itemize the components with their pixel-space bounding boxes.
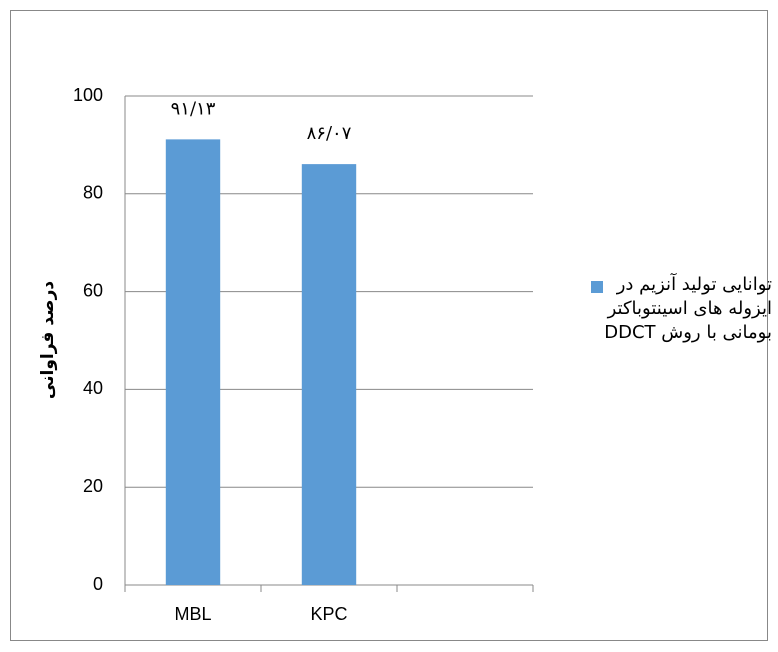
value-label: ۸۶/۰۷ [307, 123, 352, 144]
x-tick-label: KPC [310, 604, 347, 624]
y-tick-label: 40 [83, 378, 103, 398]
legend-label: توانایی تولید آنزیم در ایزوله های اسینتو… [604, 274, 772, 343]
chart-border [10, 10, 768, 641]
y-tick-label: 60 [83, 280, 103, 300]
y-axis-label: درصد فراوانی [38, 281, 58, 399]
y-tick-label: 20 [83, 476, 103, 496]
value-label: ۹۱/۱۳ [171, 98, 216, 119]
x-tick-label: MBL [174, 604, 211, 624]
y-tick-label: 80 [83, 183, 103, 203]
y-tick-label: 100 [73, 85, 103, 105]
bar [165, 139, 221, 585]
legend-marker [591, 281, 603, 293]
bar [301, 164, 357, 585]
y-tick-label: 0 [93, 574, 103, 594]
